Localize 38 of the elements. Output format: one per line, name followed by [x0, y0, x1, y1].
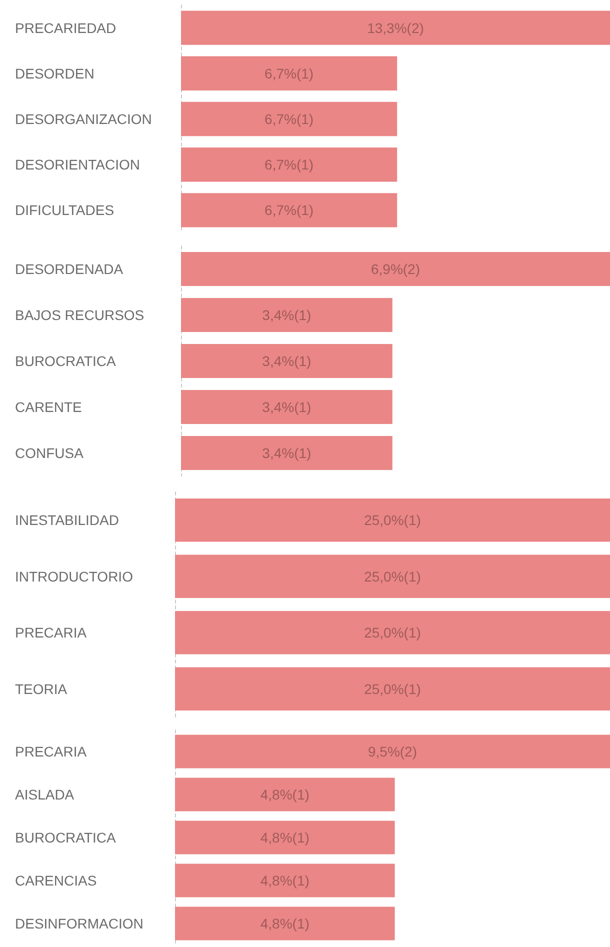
data-label: 4,8%(1) — [260, 916, 310, 932]
y-tick-label: PRECARIEDAD — [15, 20, 116, 36]
data-label: 3,4%(1) — [262, 353, 312, 369]
data-label: 4,8%(1) — [260, 872, 310, 888]
data-label: 4,8%(1) — [260, 830, 310, 846]
data-label: 6,9%(2) — [370, 261, 420, 277]
data-label: 4,8%(1) — [260, 786, 310, 802]
data-label: 25,0%(1) — [364, 680, 421, 697]
y-tick-label: AISLADA — [15, 786, 75, 802]
y-tick-label: CARENCIAS — [15, 872, 97, 888]
data-label: 3,4%(1) — [262, 307, 312, 323]
data-label: 6,7%(1) — [264, 65, 314, 82]
y-tick-label: CONFUSA — [15, 445, 84, 461]
y-tick-label: DESINFORMACION — [15, 916, 144, 932]
y-tick-label: PRECARIA — [15, 624, 88, 641]
data-label: 6,7%(1) — [264, 156, 314, 173]
y-tick-label: INESTABILIDAD — [15, 512, 119, 528]
y-tick-label: BUROCRATICA — [15, 830, 117, 846]
data-label: 3,4%(1) — [262, 445, 312, 461]
y-tick-label: PRECARIA — [15, 744, 88, 760]
data-label: 6,7%(1) — [264, 111, 314, 127]
y-tick-label: DESORGANIZACION — [15, 111, 152, 127]
data-label: 25,0%(1) — [364, 568, 421, 584]
data-label: 25,0%(1) — [364, 512, 421, 528]
y-tick-label: DESORDENADA — [15, 261, 124, 277]
y-tick-label: DESORIENTACION — [15, 156, 140, 173]
y-tick-label: DIFICULTADES — [15, 202, 114, 218]
y-tick-label: CARENTE — [15, 399, 82, 415]
data-label: 3,4%(1) — [262, 399, 312, 415]
y-tick-label: BUROCRATICA — [15, 353, 117, 369]
data-label: 13,3%(2) — [367, 20, 424, 36]
data-label: 9,5%(2) — [368, 744, 418, 760]
y-tick-label: INTRODUCTORIO — [15, 568, 134, 584]
data-label: 6,7%(1) — [264, 202, 314, 218]
data-label: 25,0%(1) — [364, 624, 421, 641]
y-tick-label: BAJOS RECURSOS — [15, 307, 144, 323]
y-tick-label: TEORIA — [15, 680, 68, 697]
y-tick-label: DESORDEN — [15, 65, 94, 82]
